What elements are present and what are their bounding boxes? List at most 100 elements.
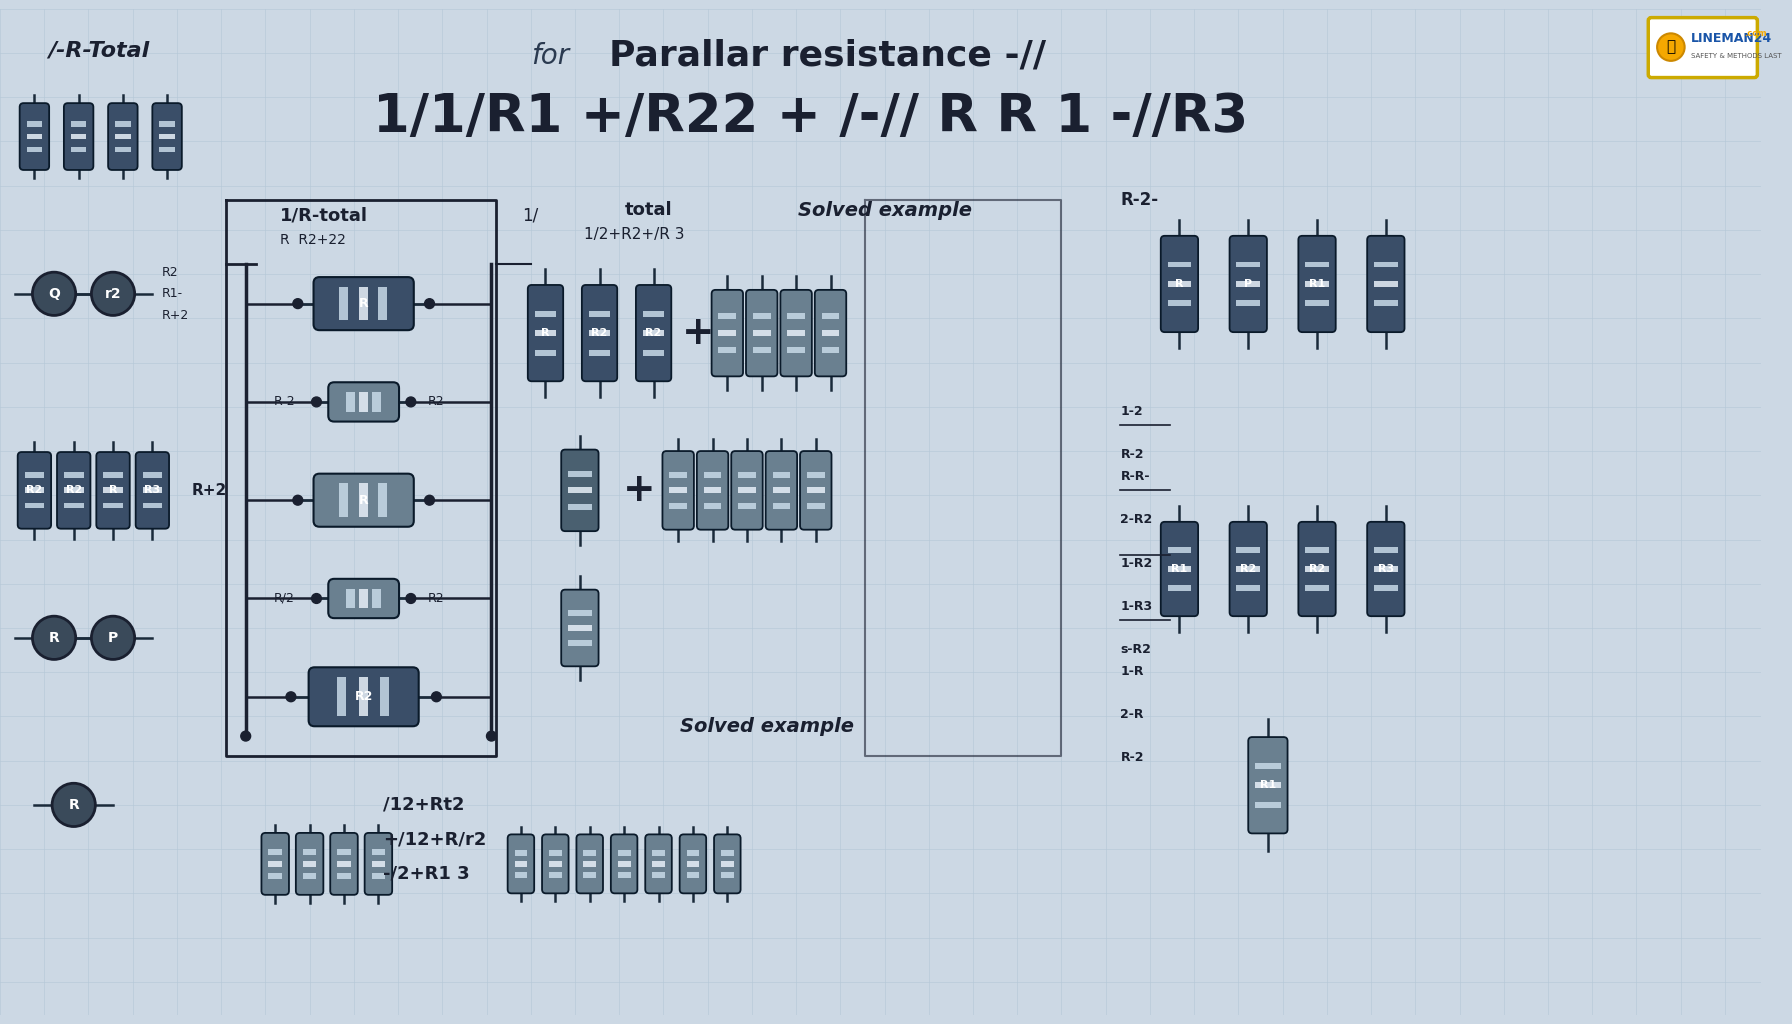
Circle shape	[91, 616, 134, 659]
Bar	[269, 861, 281, 866]
Bar	[358, 483, 367, 517]
Text: for: for	[530, 42, 568, 70]
Text: R2: R2	[428, 395, 444, 409]
Text: +/12+R/r2: +/12+R/r2	[383, 830, 487, 848]
Bar	[159, 146, 176, 153]
FancyBboxPatch shape	[136, 452, 168, 528]
FancyBboxPatch shape	[561, 590, 599, 667]
Bar	[1254, 763, 1281, 769]
Bar	[65, 487, 84, 494]
Bar	[772, 503, 790, 509]
Bar	[534, 310, 556, 316]
Bar	[670, 503, 686, 509]
Bar	[823, 347, 839, 353]
Text: R: R	[68, 798, 79, 812]
Bar	[104, 472, 124, 478]
Text: Parallar resistance -//: Parallar resistance -//	[609, 39, 1047, 73]
Text: R2: R2	[591, 328, 607, 338]
Bar	[269, 849, 281, 855]
FancyBboxPatch shape	[731, 451, 763, 529]
Bar	[337, 677, 346, 717]
FancyBboxPatch shape	[745, 290, 778, 377]
FancyBboxPatch shape	[97, 452, 129, 528]
Circle shape	[425, 299, 434, 308]
Bar	[618, 850, 631, 856]
Text: total: total	[625, 202, 672, 219]
Text: /-R-Total: /-R-Total	[48, 40, 149, 60]
Text: R2: R2	[27, 485, 43, 496]
Bar	[618, 872, 631, 878]
Text: R2: R2	[645, 328, 661, 338]
Text: R: R	[48, 631, 59, 645]
Bar	[1305, 281, 1330, 287]
Circle shape	[1658, 34, 1684, 60]
Bar	[823, 313, 839, 318]
Text: R1: R1	[1308, 279, 1324, 289]
Text: R 2: R 2	[274, 395, 296, 409]
Bar	[720, 872, 733, 878]
FancyBboxPatch shape	[328, 382, 400, 422]
Bar	[584, 861, 597, 866]
Bar	[143, 487, 161, 494]
Bar	[65, 472, 84, 478]
FancyBboxPatch shape	[711, 290, 744, 377]
Bar	[1236, 547, 1260, 553]
Bar	[738, 472, 756, 478]
Bar	[720, 861, 733, 866]
FancyBboxPatch shape	[364, 833, 392, 895]
Text: R1: R1	[1172, 564, 1188, 574]
Bar	[1236, 566, 1260, 572]
FancyBboxPatch shape	[713, 835, 740, 893]
Bar	[269, 872, 281, 879]
Circle shape	[292, 299, 303, 308]
Circle shape	[407, 594, 416, 603]
Text: R2: R2	[428, 592, 444, 605]
Text: R1-: R1-	[161, 288, 183, 300]
Circle shape	[240, 731, 251, 741]
Bar	[753, 313, 771, 318]
FancyBboxPatch shape	[541, 835, 568, 893]
Bar	[70, 146, 86, 153]
Bar	[1374, 566, 1398, 572]
Text: +: +	[622, 471, 656, 509]
Bar	[380, 677, 389, 717]
Text: 1/2+R2+/R 3: 1/2+R2+/R 3	[584, 227, 685, 243]
Text: Solved example: Solved example	[679, 717, 853, 736]
FancyBboxPatch shape	[262, 833, 289, 895]
Text: R2: R2	[1240, 564, 1256, 574]
Text: R3: R3	[145, 485, 161, 496]
Bar	[652, 872, 665, 878]
Text: R2: R2	[1308, 564, 1324, 574]
FancyBboxPatch shape	[330, 833, 358, 895]
Circle shape	[312, 397, 321, 407]
Bar	[1254, 802, 1281, 808]
Text: R2: R2	[355, 690, 373, 703]
Text: Solved example: Solved example	[797, 201, 971, 220]
Bar	[643, 330, 665, 336]
Bar	[104, 503, 124, 509]
Bar	[568, 471, 591, 477]
Text: 1-R: 1-R	[1120, 665, 1143, 678]
Bar	[787, 347, 805, 353]
Text: /12+Rt2: /12+Rt2	[383, 796, 464, 814]
Text: R: R	[358, 494, 369, 507]
Bar	[753, 347, 771, 353]
Bar	[568, 487, 591, 494]
Bar	[346, 589, 355, 608]
Bar	[337, 849, 351, 855]
Bar	[339, 483, 348, 517]
FancyBboxPatch shape	[765, 451, 797, 529]
Bar	[115, 146, 131, 153]
Bar	[65, 503, 84, 509]
Circle shape	[91, 272, 134, 315]
Bar	[1168, 300, 1192, 306]
Bar	[378, 483, 387, 517]
Bar	[772, 487, 790, 494]
Bar	[787, 313, 805, 318]
Bar	[719, 313, 737, 318]
Text: 1-2: 1-2	[1120, 406, 1143, 418]
FancyBboxPatch shape	[1367, 522, 1405, 616]
Bar	[27, 146, 43, 153]
FancyBboxPatch shape	[152, 103, 181, 170]
Bar	[568, 504, 591, 510]
